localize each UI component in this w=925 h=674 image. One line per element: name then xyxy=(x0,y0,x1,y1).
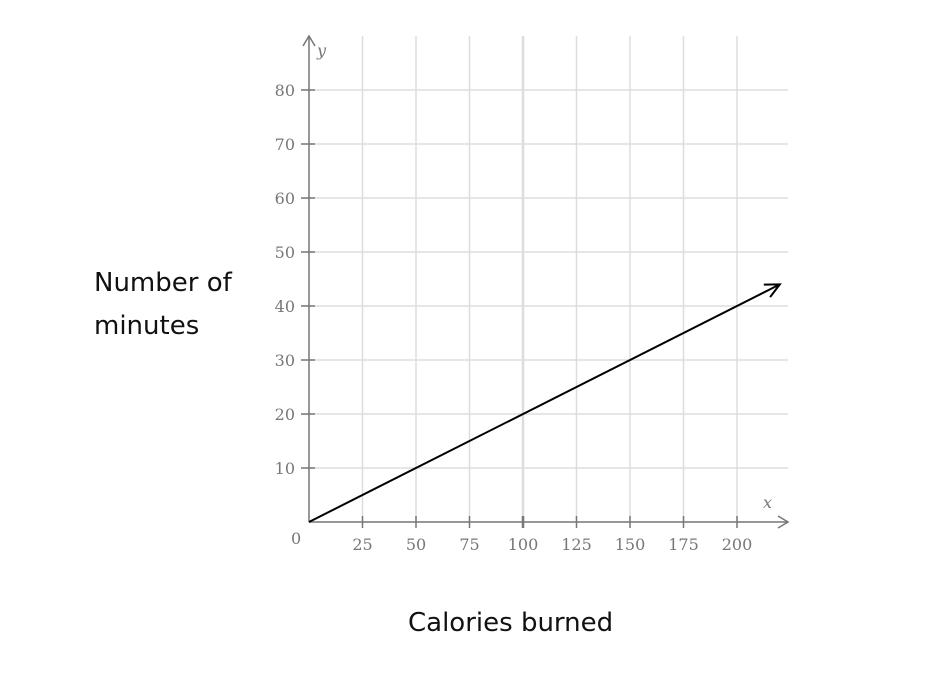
x-tick-label-75: 75 xyxy=(459,535,479,554)
y-tick-label-30: 30 xyxy=(275,351,295,370)
y-tick-label-60: 60 xyxy=(275,189,295,208)
y-tick-label-80: 80 xyxy=(275,81,295,100)
y-axis-label: Number of minutes xyxy=(94,262,264,348)
x-axis-label: Calories burned xyxy=(408,608,614,638)
x-tick-label-25: 25 xyxy=(352,535,372,554)
x-tick-label-175: 175 xyxy=(668,535,699,554)
y-tick-label-20: 20 xyxy=(275,405,295,424)
series-layer xyxy=(308,283,782,523)
origin-label: 0 xyxy=(291,529,301,548)
grid xyxy=(309,36,788,522)
y-tick-label-50: 50 xyxy=(275,243,295,262)
y-tick-label-10: 10 xyxy=(275,459,295,478)
y-tick-label-40: 40 xyxy=(275,297,295,316)
axes: xy xyxy=(302,34,790,529)
series-arrowhead-0 xyxy=(763,283,782,298)
x-tick-label-150: 150 xyxy=(615,535,646,554)
y-axis-variable: y xyxy=(316,41,327,60)
series-line-0 xyxy=(308,283,781,523)
x-tick-label-200: 200 xyxy=(722,535,753,554)
y-axis-arrow xyxy=(302,34,316,47)
x-tick-label-100: 100 xyxy=(508,535,539,554)
x-tick-label-125: 125 xyxy=(561,535,592,554)
y-tick-label-70: 70 xyxy=(275,135,295,154)
ticks: 0 25 50 75 100 125 150 175 200 10 20 30 40 50 60 70 80 xyxy=(275,81,753,554)
y-axis-label-line-1: Number of xyxy=(94,268,232,298)
y-axis-label-line-2: minutes xyxy=(94,311,200,341)
x-tick-label-50: 50 xyxy=(406,535,426,554)
x-axis-arrow xyxy=(777,515,790,529)
x-axis-variable: x xyxy=(763,493,772,512)
